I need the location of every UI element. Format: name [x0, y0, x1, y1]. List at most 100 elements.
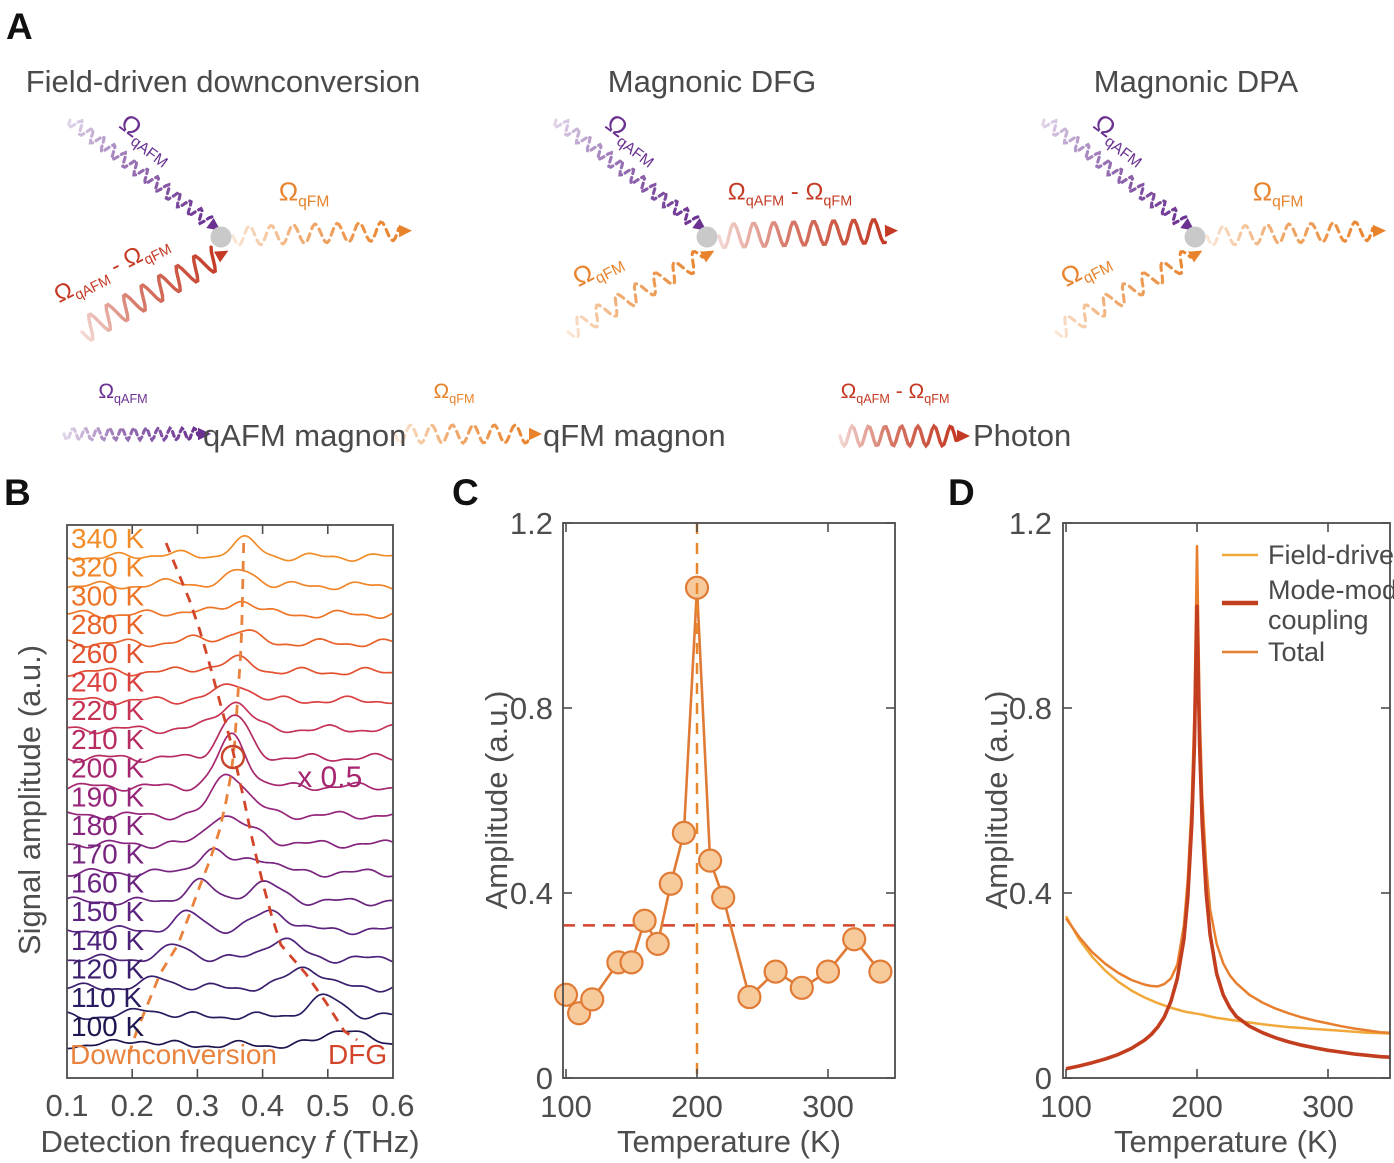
- data-point-280K: [789, 975, 814, 1000]
- panel-label-c: C: [452, 472, 479, 513]
- legend-wave-qAFM: [62, 425, 200, 443]
- panelC-axes-box: [562, 522, 896, 1079]
- incoming-wave-1-qAFM: [66, 118, 214, 226]
- panelC-ytick-0: 0: [536, 1061, 553, 1096]
- panelB-xtick-0.3: 0.3: [176, 1088, 219, 1123]
- data-point-100K: [553, 982, 579, 1007]
- spectrum-trace-340K: [66, 534, 394, 562]
- panelC-plot: [553, 523, 895, 1078]
- legend-wave-diff-arrowhead: [957, 429, 970, 443]
- temperature-label-210K: 210 K: [71, 724, 144, 755]
- temperature-label-100K: 100 K: [71, 1011, 144, 1042]
- panelD-ytick-0.8: 0.8: [1009, 691, 1052, 726]
- spectrum-trace-300K: [66, 600, 394, 620]
- panelC-xtick-300: 300: [802, 1089, 854, 1124]
- data-point-300K: [815, 959, 841, 984]
- data-point-150K: [619, 950, 644, 975]
- temperature-label-200K: 200 K: [71, 753, 144, 784]
- spectrum-trace-240K: [66, 683, 394, 706]
- temperature-label-320K: 320 K: [71, 552, 144, 583]
- interaction-vertex-dot: [1184, 226, 1206, 248]
- panelC-ytick-1.2: 1.2: [510, 506, 553, 541]
- data-point-180K: [658, 871, 683, 896]
- interaction-vertex-dot: [210, 226, 232, 248]
- data-point-160K: [632, 908, 657, 933]
- outgoing-wave-qFM-arrowhead: [1372, 224, 1386, 238]
- data-point-210K: [697, 848, 723, 873]
- temperature-label-180K: 180 K: [71, 810, 144, 841]
- omega-label-out: ΩqFM: [278, 176, 330, 211]
- legend-label-mode-mode-coupling: Mode-mode: [1268, 575, 1394, 605]
- legend-wave-qAFM-arrowhead: [198, 427, 211, 441]
- curve-field-driven: [1064, 915, 1391, 1035]
- panelB-axes-box: [66, 524, 394, 1079]
- peak-circle-annotation: [220, 744, 246, 770]
- panelD-xtick-300: 300: [1302, 1089, 1354, 1124]
- diagram-title-dpa: Magnonic DPA: [1093, 64, 1299, 99]
- panel-label-b: B: [4, 472, 31, 513]
- outgoing-wave-diff: [717, 218, 887, 250]
- spectrum-trace-200K: [66, 732, 393, 792]
- temperature-label-140K: 140 K: [71, 925, 144, 956]
- curve-mode-mode-coupling: [1065, 604, 1391, 1071]
- incoming-wave-2-diff-arrowhead: [213, 250, 229, 263]
- incoming-wave-2-qFM-arrowhead: [1187, 250, 1203, 263]
- outgoing-wave-diff-arrowhead: [884, 224, 898, 238]
- dfg-guide-line: [164, 542, 358, 1042]
- spectrum-trace-110K: [66, 993, 394, 1021]
- legend-omega-qAFM: ΩqAFM: [98, 379, 148, 407]
- panelC-xtick-100: 100: [540, 1089, 592, 1124]
- panelB-xtick-0.1: 0.1: [45, 1088, 88, 1123]
- spectrum-trace-120K: [66, 966, 394, 993]
- omega-label-out: ΩqAFM - ΩqFM: [727, 178, 853, 210]
- panelD-ytick-0: 0: [1035, 1061, 1052, 1096]
- data-point-220K: [711, 885, 736, 910]
- legend-label-field-driven: Field-driven: [1268, 540, 1394, 570]
- temperature-label-340K: 340 K: [71, 523, 144, 554]
- panelD-x-axis-label: Temperature (K): [1114, 1124, 1338, 1159]
- panelB-xtick-0.2: 0.2: [111, 1088, 154, 1123]
- temperature-label-190K: 190 K: [71, 781, 144, 812]
- spectrum-trace-220K: [66, 701, 394, 735]
- temperature-label-260K: 260 K: [71, 638, 144, 669]
- panelB-xtick-0.6: 0.6: [371, 1088, 414, 1123]
- legend-wave-qFM: [393, 423, 531, 445]
- panelB-x-axis-label: Detection frequency f (THz): [40, 1124, 420, 1159]
- legend-wave-diff: [838, 423, 958, 449]
- temperature-label-110K: 110 K: [71, 982, 142, 1013]
- panelD-ytick-1.2: 1.2: [1009, 506, 1052, 541]
- downconversion-branch-label: Downconversion: [70, 1039, 277, 1070]
- legend-label-total: Total: [1268, 637, 1325, 667]
- spectrum-trace-280K: [66, 629, 394, 648]
- panelC-x-axis-label: Temperature (K): [617, 1124, 841, 1159]
- legend-omega-diff: ΩqAFM - ΩqFM: [840, 379, 950, 407]
- data-point-340K: [868, 959, 893, 984]
- panelD-xtick-200: 200: [1171, 1089, 1223, 1124]
- data-point-190K: [671, 820, 697, 845]
- incoming-wave-2-diff: [80, 245, 217, 342]
- panelC-ytick-0.8: 0.8: [510, 691, 553, 726]
- incoming-wave-1-qAFM: [1040, 118, 1188, 226]
- panelB-xtick-0.4: 0.4: [241, 1088, 284, 1123]
- outgoing-wave-qFM-arrowhead: [398, 224, 412, 238]
- data-point-240K: [737, 984, 762, 1010]
- panelD-ytick-0.4: 0.4: [1009, 876, 1052, 911]
- spectrum-trace-150K: [66, 909, 394, 936]
- data-point-320K: [842, 927, 867, 952]
- panelC-y-axis-label: Amplitude (a.u.): [479, 690, 514, 910]
- legend-text-qafm-magnon: qAFM magnon: [203, 418, 407, 453]
- panel-label-d: D: [948, 472, 975, 513]
- temperature-label-120K: 120 K: [71, 954, 144, 985]
- spectrum-trace-320K: [66, 568, 394, 591]
- legend-label-mode-mode-coupling: coupling: [1268, 605, 1369, 635]
- downconversion-guide-line: [128, 542, 246, 1053]
- spectrum-trace-100K: [66, 1030, 394, 1050]
- panelC-xtick-200: 200: [671, 1089, 723, 1124]
- legend-wave-qFM-arrowhead: [529, 427, 542, 441]
- legend-text-photon: Photon: [973, 418, 1072, 453]
- spectrum-trace-170K: [66, 847, 394, 878]
- diagram-title-dfg: Magnonic DFG: [607, 64, 817, 99]
- incoming-wave-2-qFM: [1054, 249, 1193, 340]
